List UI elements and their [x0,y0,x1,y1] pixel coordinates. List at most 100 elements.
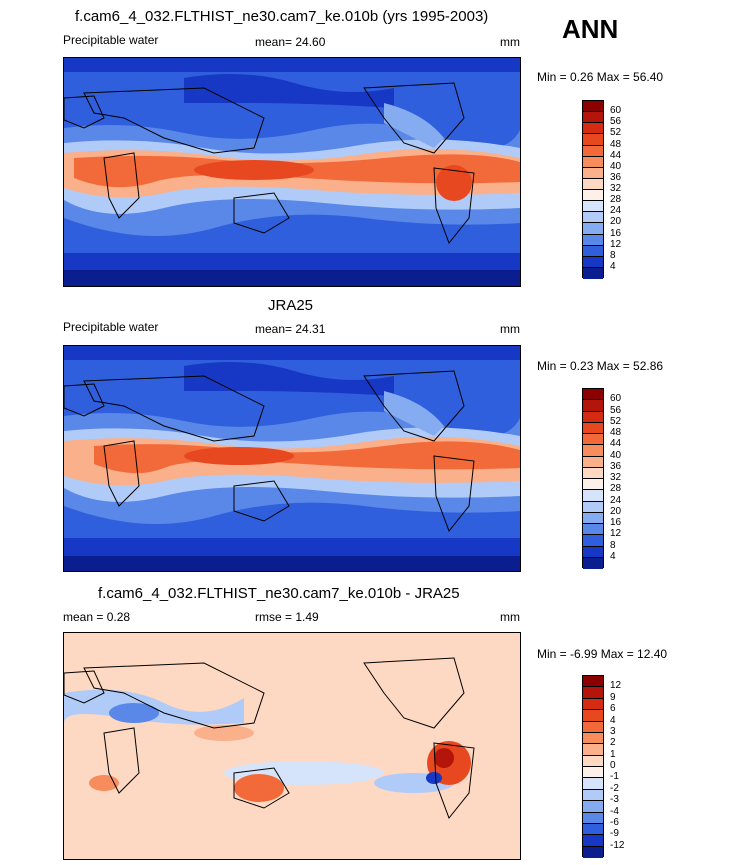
colorbar-swatch [583,256,603,268]
contour-map-obs [64,346,520,571]
colorbar-swatch [583,112,603,124]
colorbar-swatch [583,234,603,246]
colorbar-tick-label: -2 [610,782,619,794]
colorbar-swatch [583,467,603,479]
colorbar-swatch [583,767,603,779]
colorbar-tick-label: 32 [610,472,622,483]
colorbar-tick-label: 4 [610,714,616,726]
colorbar-swatch [583,201,603,213]
mean-label: mean = 0.28 [63,610,131,624]
season-label: ANN [562,14,619,44]
colorbar-tick-label: -9 [610,828,619,840]
colorbar-swatch [583,178,603,190]
colorbar-swatch [583,546,603,558]
colorbar-swatch [583,400,603,412]
mean-label: mean= 24.31 [255,322,326,336]
panel-title: f.cam6_4_032.FLTHIST_ne30.cam7_ke.010b -… [98,585,460,602]
colorbar-swatch [583,123,603,135]
colorbar-swatch [583,755,603,767]
colorbar-tick-label: 12 [610,238,622,250]
colorbar-tick-label: 60 [610,393,622,405]
colorbar-tick-label: 9 [610,691,616,703]
colorbar-tick-label: 56 [610,116,622,128]
field-name-label: Precipitable water [63,320,159,334]
colorbar-swatch [583,456,603,468]
colorbar-tick-label: 36 [610,460,622,472]
colorbar-swatch [583,422,603,434]
colorbar-tick-label: 12 [610,680,622,692]
colorbar-swatch [583,846,603,858]
colorbar-tick-label: 28 [610,483,622,495]
colorbar-swatch [583,490,603,502]
colorbar-tick-label: 4 [610,550,616,562]
colorbar-swatch [583,778,603,790]
colorbar-tick-label: 2 [610,737,616,749]
colorbar-swatch [583,267,603,279]
field-name-label: Precipitable water [63,33,159,47]
colorbar-tick-label: 44 [610,438,622,450]
colorbar-swatch [583,812,603,824]
colorbar-swatch [583,744,603,756]
colorbar-tick-label: 44 [610,149,622,161]
colorbar-tick-label: 24 [610,494,622,506]
colorbar-swatch [583,710,603,722]
colorbar-tick-label: 12 [610,528,622,540]
colorbar-swatch [583,434,603,446]
colorbar-swatch [583,145,603,157]
colorbar-swatch [583,732,603,745]
colorbar-swatch [583,389,603,401]
colorbar-tick-label: 52 [610,127,622,139]
colorbar-swatch [583,212,603,224]
colorbar-tick-label: 3 [610,725,616,737]
map-obs [63,345,521,572]
colorbar-swatch [583,501,603,513]
colorbar-swatch [583,512,603,524]
colorbar-tick-label: 8 [610,249,616,261]
colorbar-swatch [583,535,603,547]
colorbar-tick-label: -3 [610,794,619,806]
minmax-label: Min = 0.26 Max = 56.40 [537,70,664,84]
colorbar-obs [582,388,604,569]
panel-title: f.cam6_4_032.FLTHIST_ne30.cam7_ke.010b (… [75,8,489,25]
map-model [63,57,521,287]
colorbar-tick-label: -12 [610,839,625,851]
colorbar-tick-label: 56 [610,404,622,416]
colorbar-swatch [583,687,603,699]
colorbar-tick-label: 4 [610,260,616,272]
colorbar-swatch [583,801,603,813]
colorbar-tick-label: 28 [610,194,622,206]
colorbar-swatch [583,479,603,491]
units-label: mm [500,322,520,336]
colorbar-swatch [583,676,603,688]
colorbar-tick-label: 36 [610,171,622,183]
colorbar-tick-label: 6 [610,703,616,715]
colorbar-swatch [583,557,603,569]
colorbar-tick-label: 48 [610,138,622,150]
colorbar-tick-label: 16 [610,517,622,528]
map-diff [63,632,521,860]
contour-map-model [64,58,520,286]
colorbar-tick-label: 20 [610,505,622,517]
colorbar-tick-label: 24 [610,205,622,217]
colorbar-tick-label: 0 [610,760,616,771]
mean-label: mean= 24.60 [255,35,326,49]
colorbar-tick-label: 48 [610,427,622,438]
colorbar-tick-label: 40 [610,449,622,461]
colorbar-tick-label: 40 [610,160,622,172]
colorbar-swatch [583,445,603,457]
colorbar-swatch [583,835,603,847]
colorbar-tick-label: 8 [610,539,616,551]
units-label: mm [500,610,520,624]
colorbar-swatch [583,411,603,423]
colorbar-tick-label: 1 [610,748,616,760]
colorbar-swatch [583,698,603,711]
colorbar-tick-label: 16 [610,227,622,239]
colorbar-tick-label: 60 [610,105,622,117]
colorbar-swatch [583,721,603,733]
colorbar-swatch [583,156,603,168]
panel-title: JRA25 [268,297,314,314]
colorbar-tick-label: -6 [610,816,619,828]
colorbar-diff [582,675,604,858]
colorbar-swatch [583,245,603,257]
colorbar-model [582,100,604,279]
